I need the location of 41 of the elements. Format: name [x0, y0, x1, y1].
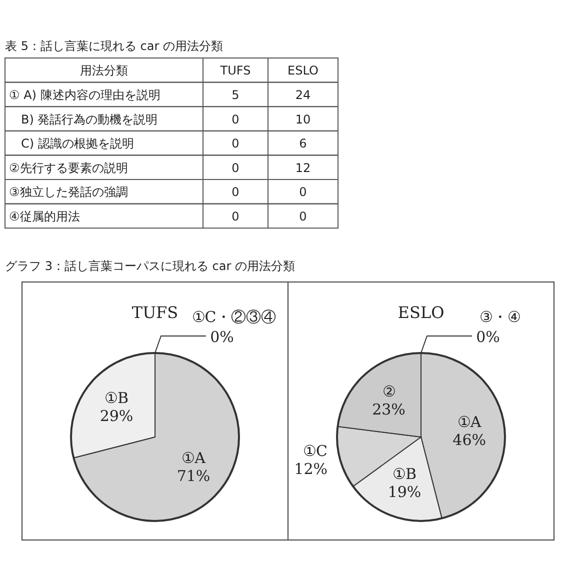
text: 6 — [299, 136, 307, 151]
data-label: 12% — [294, 460, 328, 478]
text: 0 — [232, 136, 240, 151]
chart-title: ESLO — [398, 303, 444, 322]
slice-label: ①C — [303, 442, 328, 460]
text: 用法分類 — [80, 64, 128, 78]
data-label: 29% — [100, 407, 134, 426]
text: ① A) 陳述内容の理由を説明 — [9, 88, 160, 102]
text: 12 — [295, 160, 311, 175]
chart-title: TUFS — [132, 303, 178, 322]
text: ESLO — [288, 64, 318, 78]
text: 0 — [232, 209, 240, 224]
text: 0% — [476, 328, 500, 346]
text: 0 — [299, 209, 307, 224]
text: 表 5：話し言葉に現れる car の用法分類 — [5, 39, 223, 53]
text: 0 — [232, 185, 240, 200]
slice-label: ①A — [457, 412, 482, 431]
text: ③独立した発話の強調 — [9, 185, 128, 200]
slice-label: ①B — [104, 389, 129, 408]
text: B) 発話行為の動機を説明 — [9, 112, 158, 126]
slice-label: ①A — [182, 448, 206, 467]
text: 5 — [232, 88, 240, 102]
text: ④従属的用法 — [9, 209, 80, 224]
text: ②先行する要素の説明 — [9, 160, 128, 175]
text: 0 — [299, 185, 307, 200]
category-label: ③・④ — [480, 308, 520, 326]
text: グラフ 3：話し言葉コーパスに現れる car の用法分類 — [5, 259, 295, 273]
text: 10 — [295, 112, 311, 126]
data-label: 71% — [176, 466, 210, 485]
text: 24 — [295, 88, 311, 102]
category-label: ①C・②③④ — [192, 308, 276, 326]
text: C) 認識の根拠を説明 — [9, 136, 134, 151]
text: 0% — [210, 328, 234, 346]
data-label: 23% — [372, 400, 406, 418]
data-label: 46% — [452, 430, 486, 449]
slice-label: ② — [382, 382, 396, 400]
text: 0 — [232, 160, 240, 175]
text: 0 — [232, 112, 240, 126]
text: TUFS — [219, 64, 251, 78]
slice-label: ①B — [392, 464, 417, 483]
data-label: 19% — [388, 482, 422, 501]
